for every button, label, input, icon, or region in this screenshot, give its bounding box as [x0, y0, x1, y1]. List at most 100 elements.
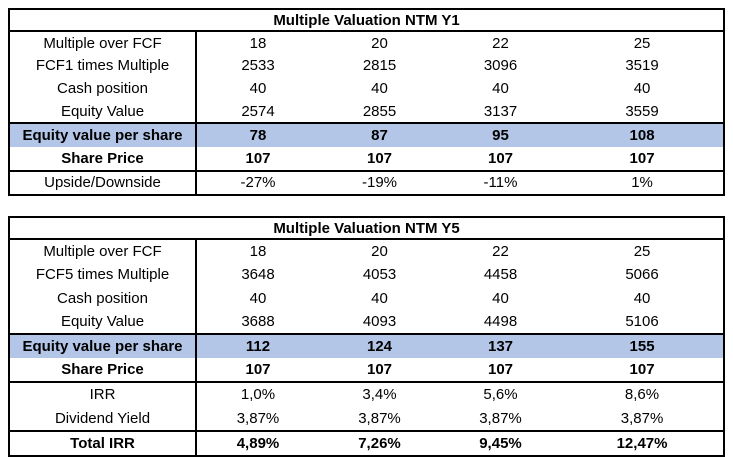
value-cell[interactable]: 107: [245, 149, 271, 167]
value-cell[interactable]: 107: [366, 149, 393, 167]
row-label-cell[interactable]: Equity value per share: [9, 332, 197, 359]
value-cell[interactable]: 107: [487, 149, 514, 167]
value-cell[interactable]: 2574: [241, 102, 275, 120]
value-cell[interactable]: 2815: [362, 57, 397, 75]
value-cell[interactable]: 112: [196, 332, 319, 359]
value-cell[interactable]: 137: [440, 332, 561, 359]
value-cell[interactable]: 1%: [561, 169, 725, 196]
value-cell[interactable]: 3137: [483, 102, 518, 120]
table-title-row: Multiple Valuation NTM Y1: [9, 9, 725, 32]
row-label-cell[interactable]: Equity value per share: [9, 122, 197, 147]
value-cell[interactable]: 2855: [362, 102, 397, 120]
value-cell[interactable]: 22: [492, 243, 509, 261]
value-cell[interactable]: 40: [249, 79, 267, 97]
table-title[interactable]: Multiple Valuation NTM Y1: [9, 9, 725, 32]
value-cell[interactable]: 18: [249, 243, 267, 261]
value-cell[interactable]: 40: [492, 79, 509, 97]
table-row: Total IRR 4,89% 7,26% 9,45% 12,47%: [9, 429, 725, 456]
row-label-cell[interactable]: Share Price: [9, 358, 197, 383]
value-cell[interactable]: 3,87%: [358, 409, 401, 427]
value-cell[interactable]: 107: [366, 361, 393, 379]
value-cell[interactable]: 3648: [241, 266, 275, 284]
value-cell[interactable]: 3096: [483, 57, 518, 75]
value-cell[interactable]: 18: [249, 34, 267, 52]
value-cell[interactable]: 3688: [241, 312, 275, 330]
table-row: Equity value per share 78 87 95 108: [9, 122, 725, 147]
value-cell[interactable]: 20: [371, 34, 388, 52]
row-label-cell[interactable]: FCF5 times Multiple: [9, 263, 197, 287]
value-cell[interactable]: 107: [629, 149, 655, 167]
value-cell[interactable]: 3,87%: [479, 409, 522, 427]
value-cell[interactable]: 107: [487, 361, 514, 379]
valuation-sheet: Multiple Valuation NTM Y1 Multiple over …: [8, 8, 726, 457]
value-cell[interactable]: 5,6%: [440, 381, 561, 407]
value-cell[interactable]: 4458: [483, 266, 518, 284]
row-label-cell[interactable]: FCF1 times Multiple: [9, 54, 197, 78]
row-label-cell[interactable]: Multiple over FCF: [9, 239, 197, 264]
value-cell[interactable]: 3559: [625, 102, 659, 120]
table-row: Dividend Yield 3,87% 3,87% 3,87% 3,87%: [9, 406, 724, 431]
value-cell[interactable]: 3,87%: [236, 409, 280, 427]
value-cell[interactable]: 107: [629, 361, 655, 379]
value-cell[interactable]: 5106: [625, 312, 659, 330]
value-cell[interactable]: 40: [371, 79, 388, 97]
table-row: Multiple over FCF 18 20 22 25: [9, 31, 724, 55]
value-cell[interactable]: 4,89%: [196, 429, 319, 456]
table-title-row: Multiple Valuation NTM Y5: [9, 217, 725, 241]
row-label-cell[interactable]: Cash position: [9, 286, 197, 310]
value-cell[interactable]: 4053: [362, 266, 397, 284]
row-label-cell[interactable]: Multiple over FCF: [9, 31, 197, 55]
row-label-cell[interactable]: IRR: [9, 381, 197, 407]
value-cell[interactable]: 40: [371, 289, 388, 307]
row-label-cell[interactable]: Dividend Yield: [9, 406, 197, 431]
table-row: Equity value per share 112 124 137 155: [9, 332, 725, 359]
value-cell[interactable]: -27%: [196, 169, 319, 196]
value-cell[interactable]: 8,6%: [561, 381, 725, 407]
value-cell[interactable]: 3519: [625, 57, 659, 75]
value-cell[interactable]: 40: [492, 289, 509, 307]
value-cell[interactable]: 22: [492, 34, 509, 52]
value-cell[interactable]: 108: [561, 122, 725, 147]
value-cell[interactable]: 40: [633, 79, 651, 97]
value-cell[interactable]: 25: [633, 34, 651, 52]
value-cell[interactable]: 3,4%: [319, 381, 440, 407]
value-cell[interactable]: 9,45%: [440, 429, 561, 456]
value-cell[interactable]: 1,0%: [196, 381, 319, 407]
value-cell[interactable]: 87: [319, 122, 440, 147]
value-cell[interactable]: 25: [633, 243, 651, 261]
value-cell[interactable]: 40: [249, 289, 267, 307]
value-cell[interactable]: 124: [319, 332, 440, 359]
table-row: Equity Value 2574 2855 3137 3559: [9, 99, 724, 124]
table-title[interactable]: Multiple Valuation NTM Y5: [9, 217, 725, 241]
value-cell[interactable]: 107: [245, 361, 271, 379]
row-label-cell[interactable]: Upside/Downside: [9, 169, 197, 196]
value-cell[interactable]: -19%: [319, 169, 440, 196]
value-cell[interactable]: 4498: [483, 312, 518, 330]
table-body: Multiple over FCF 18 20 22 25 FCF5 times Mult…: [9, 239, 725, 456]
value-cell[interactable]: -11%: [440, 169, 561, 196]
value-cell[interactable]: 7,26%: [319, 429, 440, 456]
table-row: Equity Value 3688 4093 4498 5106: [9, 309, 724, 334]
value-cell[interactable]: 155: [561, 332, 725, 359]
valuation-table-ntm-y5: Multiple Valuation NTM Y5 Multiple over …: [8, 216, 726, 457]
row-label-cell[interactable]: Equity Value: [9, 309, 197, 334]
row-label-cell[interactable]: Share Price: [9, 146, 197, 171]
table-row: Multiple over FCF 18 20 22 25: [9, 239, 724, 264]
value-cell[interactable]: 3,87%: [620, 409, 664, 427]
table-row: Cash position 40 40 40 40: [9, 77, 724, 100]
row-label-cell[interactable]: Equity Value: [9, 99, 197, 124]
row-label-cell[interactable]: Cash position: [9, 77, 197, 100]
row-label-cell[interactable]: Total IRR: [9, 429, 197, 456]
value-cell[interactable]: 20: [371, 243, 388, 261]
value-cell[interactable]: 78: [196, 122, 319, 147]
table-row: FCF5 times Multiple 3648 4053 4458 5066: [9, 263, 724, 287]
table-row: FCF1 times Multiple 2533 2815 3096 3519: [9, 54, 724, 78]
value-cell[interactable]: 40: [633, 289, 651, 307]
value-cell[interactable]: 5066: [625, 266, 659, 284]
value-cell[interactable]: 4093: [362, 312, 397, 330]
table-row: Upside/Downside -27% -19% -11% 1%: [9, 169, 725, 196]
value-cell[interactable]: 95: [440, 122, 561, 147]
value-cell[interactable]: 12,47%: [561, 429, 725, 456]
table-row: Share Price 107 107 107 107: [9, 358, 724, 383]
value-cell[interactable]: 2533: [241, 57, 275, 75]
